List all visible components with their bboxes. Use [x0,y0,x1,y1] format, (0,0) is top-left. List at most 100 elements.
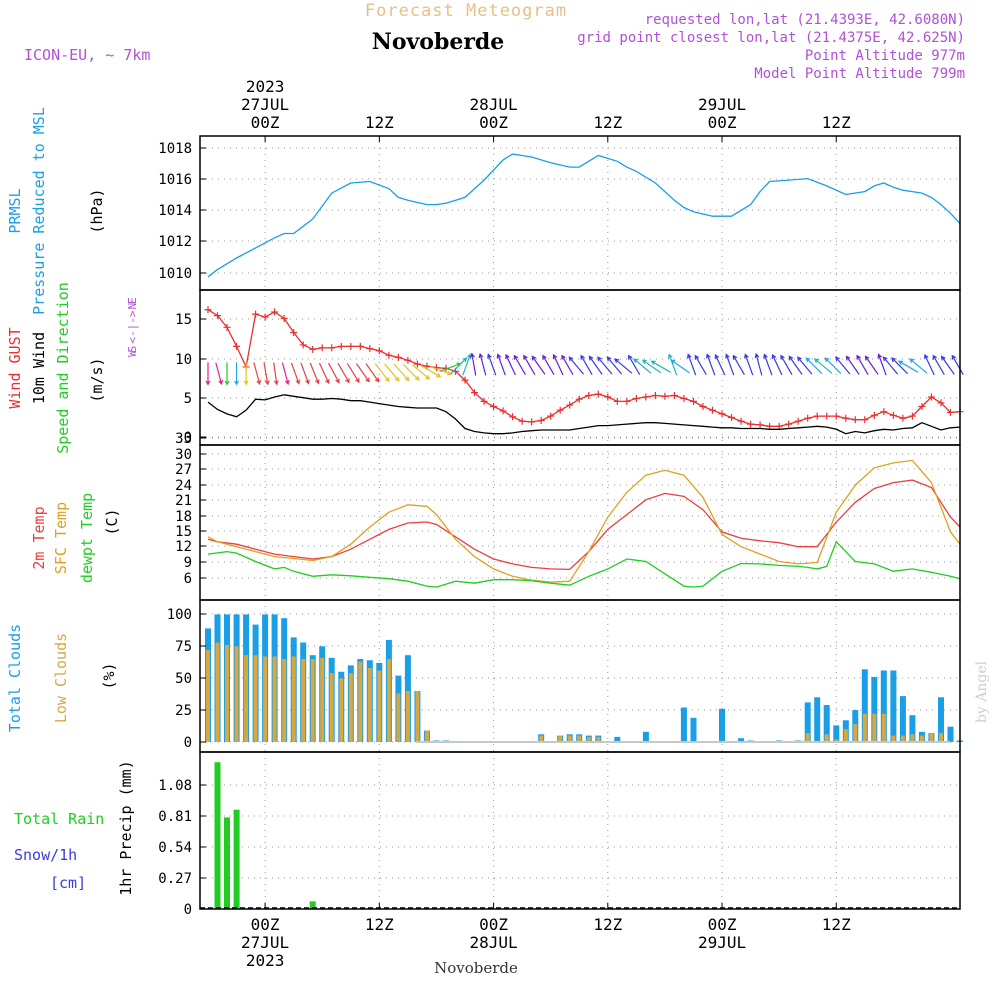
wind-arrow [771,353,783,376]
temperature-ytick-label: 18 [175,509,192,525]
supertitle: Forecast Meteogram [365,1,567,21]
precip-ytick-label: 0.81 [158,809,192,825]
gust-marker [747,420,755,428]
clouds-bar-low_clouds [320,657,325,742]
gust-marker [461,376,469,384]
wind-arrow [290,362,301,385]
data-layer [200,153,964,909]
temperature-ytick-label: 27 [175,462,192,478]
compass-west-east: W <-|-> E [126,297,139,357]
temperature-ytick-label: 6 [184,571,192,587]
pressure-ytick-label: 1012 [158,234,192,250]
wind-series-gust [207,309,961,427]
wind-ytick-label: 5 [184,391,192,407]
clouds-bar-low_clouds [805,733,810,742]
wind-arrow [805,357,823,375]
clouds-bar-total_clouds [871,676,878,742]
clouds-bar-low_clouds [939,733,943,742]
clouds-ytick-label: 75 [175,639,192,655]
wind-arrow [898,360,919,373]
precip-bar-rain [233,809,240,909]
wind-arrow [318,362,330,385]
wind-arrow [346,363,360,384]
wind-arrow [641,359,662,374]
clouds-bar-low_clouds [919,735,924,742]
temperature-ytick-label: 33 [175,431,192,447]
clouds-bar-low_clouds [834,739,839,742]
clouds-bar-low_clouds [929,733,934,742]
pressure-series-pressure [207,153,961,278]
wind-arrow [732,354,745,376]
gust-marker [233,342,241,350]
wind-arrow [420,365,442,378]
wind-arrow [668,353,678,376]
temperature-ylabel-2: dewpt Temp [78,493,96,583]
gust-marker [252,310,260,318]
wind-arrow [234,362,240,386]
time-label-top: 00Z [251,113,280,132]
temperature-ylabel-0: 2m Temp [30,506,48,569]
gust-marker [670,392,678,400]
gust-marker [899,414,907,422]
wind-arrow [309,362,320,385]
clouds-bar-low_clouds [872,713,877,742]
footer-location: Novoberde [434,959,518,977]
temperature-ytick-label: 30 [175,447,192,463]
gust-marker [927,393,935,401]
time-label-bottom: 29JUL [698,933,746,952]
wind-arrow [670,359,690,374]
title-group: Forecast Meteogram Novoberde ICON-EU, ~ … [24,1,990,977]
gust-marker [528,418,536,426]
wind-ytick-label: 0 [184,430,192,446]
temperature-series-t2m [207,479,961,571]
precip-ytick-label: 0 [184,902,192,918]
clouds-bar-low_clouds [215,642,220,742]
clouds-bar-low_clouds [567,735,572,742]
wind-arrow [300,362,310,385]
clouds-bar-low_clouds [206,650,210,742]
gust-marker [547,412,555,420]
time-label-top: 29JUL [698,95,746,114]
gust-marker [908,412,916,420]
clouds-bar-low_clouds [415,691,420,742]
wind-arrow [924,353,935,376]
pressure-ytick-label: 1018 [158,141,192,157]
temperature-series-sfc [207,459,961,583]
clouds-bar-total_clouds [947,726,954,742]
clouds-bar-low_clouds [234,646,239,742]
gust-marker [490,403,498,411]
gust-marker [880,408,888,416]
precip-bar-rain [224,817,230,909]
wind-arrow [877,353,887,376]
gust-marker [585,392,593,400]
grid-point-coords: grid point closest lon,lat (21.4375E, 42… [577,30,965,46]
gust-marker [366,345,374,353]
clouds-bar-low_clouds [386,659,391,742]
clouds-bar-total_clouds [738,738,745,742]
wind-arrow [253,362,262,386]
gust-marker [851,416,859,424]
wind-arrow [523,354,536,376]
time-label-bottom: 28JUL [469,933,517,952]
wind-arrow [328,362,340,384]
clouds-bar-low_clouds [577,735,582,742]
clouds-unit-label: (%) [100,662,118,689]
time-label-top: 28JUL [469,95,517,114]
wind-arrow [365,363,380,383]
clouds-bar-total_clouds [804,702,811,742]
clouds-bar-low_clouds [329,673,334,742]
gust-marker [299,341,307,349]
clouds-bar-total_clouds [938,697,944,742]
time-label-bottom: 12Z [822,915,851,934]
wind-series-wind [207,394,961,435]
wind-arrow [891,357,909,375]
wind-arrow [606,356,623,375]
wind-arrow [788,355,803,375]
wind-arrow [337,362,350,384]
gust-marker [566,401,574,409]
gust-marker [756,421,764,429]
compass-north: N [126,303,139,310]
precip-snow-label: Snow/1h [14,846,77,864]
clouds-bar-low_clouds [558,735,563,742]
